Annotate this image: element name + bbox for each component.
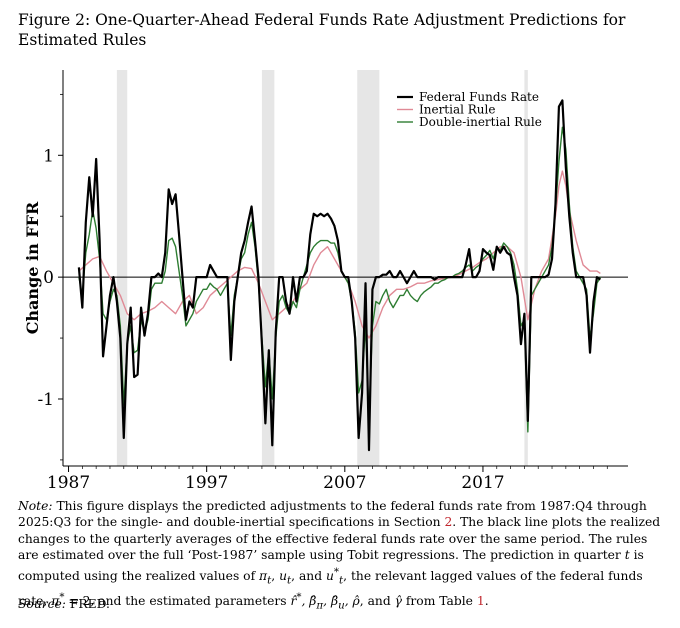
var-gamma: γ̂ [394, 593, 402, 608]
y-tick-label-0: -1 [37, 390, 54, 410]
y-axis-label: Change in FFR [23, 201, 42, 334]
x-tick-label-1: 1997 [185, 473, 228, 493]
figure-note: Note: This figure displays the predicted… [18, 499, 661, 612]
recession-band-1 [261, 70, 275, 466]
note-text-4: , the relevant lagged values of the fede… [18, 568, 643, 608]
recession-band-0 [116, 70, 128, 466]
section-ref-link[interactable]: 2 [444, 515, 453, 530]
figure-title: Figure 2: One-Quarter-Ahead Federal Fund… [18, 11, 626, 49]
note-label: Note: [18, 499, 53, 513]
var-u: ut [279, 568, 292, 587]
note-text-5: , and the estimated parameters [90, 593, 291, 608]
y-tick-label-1: 0 [43, 268, 54, 288]
note-text-8: . [484, 593, 489, 608]
series-line-2 [78, 126, 601, 433]
x-tick-label-0: 1987 [47, 473, 90, 493]
x-tick-label-3: 2017 [461, 473, 504, 493]
source-label: Source: [18, 597, 66, 611]
note-text-7: from Table [401, 593, 477, 608]
axes: -1 0 1 1987 1997 2007 2017 Change in FFR [23, 70, 628, 493]
var-pistar: π* [51, 590, 65, 608]
table-ref-link[interactable]: 1 [476, 593, 485, 608]
y-tick-label-2: 1 [43, 146, 54, 166]
legend-label-2: Double-inertial Rule [419, 115, 542, 129]
note-text-2: . The black line plots the realized chan… [18, 515, 661, 563]
var-ustar: u*t [326, 565, 344, 587]
var-pi: πt [259, 568, 272, 587]
note-text-1: This figure displays the predicted adjus… [18, 499, 647, 530]
figure-source: Source: FRED. [18, 597, 110, 611]
recession-band-3 [524, 70, 528, 466]
series-lines [77, 99, 602, 452]
legend-label-1: Inertial Rule [419, 103, 495, 117]
x-tick-label-2: 2007 [323, 473, 366, 493]
note-text-3: is computed using the realized values of [18, 548, 644, 583]
series-line-0 [77, 99, 602, 452]
note-text-6: , and [359, 593, 395, 608]
source-text: FRED. [65, 597, 110, 611]
params: r̂*, β̂π, β̂u, ρ̂ [290, 590, 360, 612]
legend-label-0: Federal Funds Rate [419, 90, 539, 104]
var-t: t [624, 548, 630, 563]
